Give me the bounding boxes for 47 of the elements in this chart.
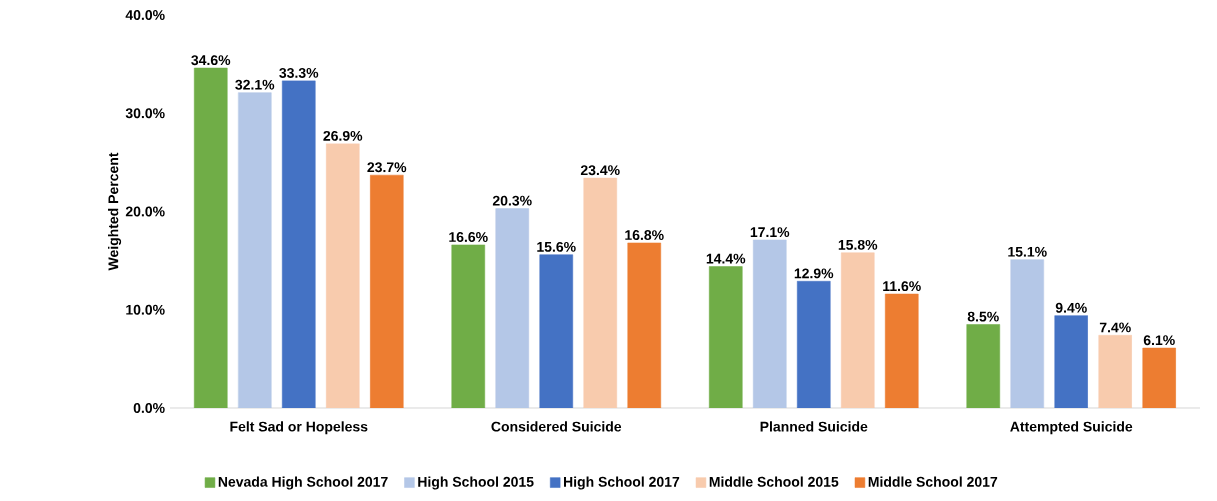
y-tick-label: 10.0% — [126, 304, 165, 315]
data-label: 33.3% — [279, 67, 319, 78]
bar — [325, 143, 360, 408]
x-tick-label: Felt Sad or Hopeless — [230, 421, 368, 435]
data-label: 8.5% — [967, 311, 999, 322]
data-label: 32.1% — [235, 79, 275, 90]
data-label: 16.8% — [625, 230, 664, 241]
data-label: 12.9% — [794, 268, 834, 279]
bar — [539, 254, 574, 408]
data-label: 17.1% — [750, 227, 790, 238]
data-label: 15.1% — [1008, 246, 1047, 257]
y-tick-label: 40.0% — [125, 10, 165, 20]
data-label: 16.6% — [449, 232, 488, 242]
bar — [840, 252, 875, 408]
bar — [1142, 347, 1177, 408]
y-tick-label: 0.0% — [133, 403, 165, 413]
bar — [1098, 335, 1133, 408]
y-axis-title: Weighted Percent — [108, 152, 122, 271]
y-tick-label: 30.0% — [125, 108, 165, 119]
data-label: 15.8% — [838, 239, 878, 250]
data-label: 7.4% — [1099, 322, 1131, 333]
x-tick-label: Considered Suicide — [491, 421, 622, 432]
bar — [1054, 315, 1089, 408]
bar — [369, 174, 404, 408]
data-label: 34.6% — [191, 55, 231, 66]
data-label: 20.3% — [492, 195, 532, 206]
bar — [796, 280, 831, 408]
data-label: 23.4% — [580, 165, 620, 176]
y-tick-label: 20.0% — [125, 206, 165, 217]
data-label: 23.7% — [367, 162, 407, 173]
x-tick-label: Planned Suicide — [760, 421, 868, 432]
bar — [884, 293, 919, 408]
data-label: 15.6% — [537, 241, 576, 252]
legend-label: High School 2017 — [564, 476, 680, 490]
legend-label: Middle School 2017 — [868, 476, 998, 487]
data-label: 14.4% — [706, 253, 746, 264]
x-tick-label: Attempted Suicide — [1010, 421, 1133, 435]
data-label: 6.1% — [1143, 335, 1175, 346]
legend-label: Nevada High School 2017 — [218, 476, 388, 490]
data-label: 26.9% — [323, 130, 363, 141]
data-label: 9.4% — [1055, 302, 1087, 313]
legend-label: High School 2015 — [418, 476, 534, 490]
data-label: 11.6% — [883, 281, 921, 292]
legend-label: Middle School 2015 — [709, 476, 839, 487]
bar — [583, 177, 618, 408]
bar — [281, 80, 316, 408]
bar — [627, 242, 662, 408]
